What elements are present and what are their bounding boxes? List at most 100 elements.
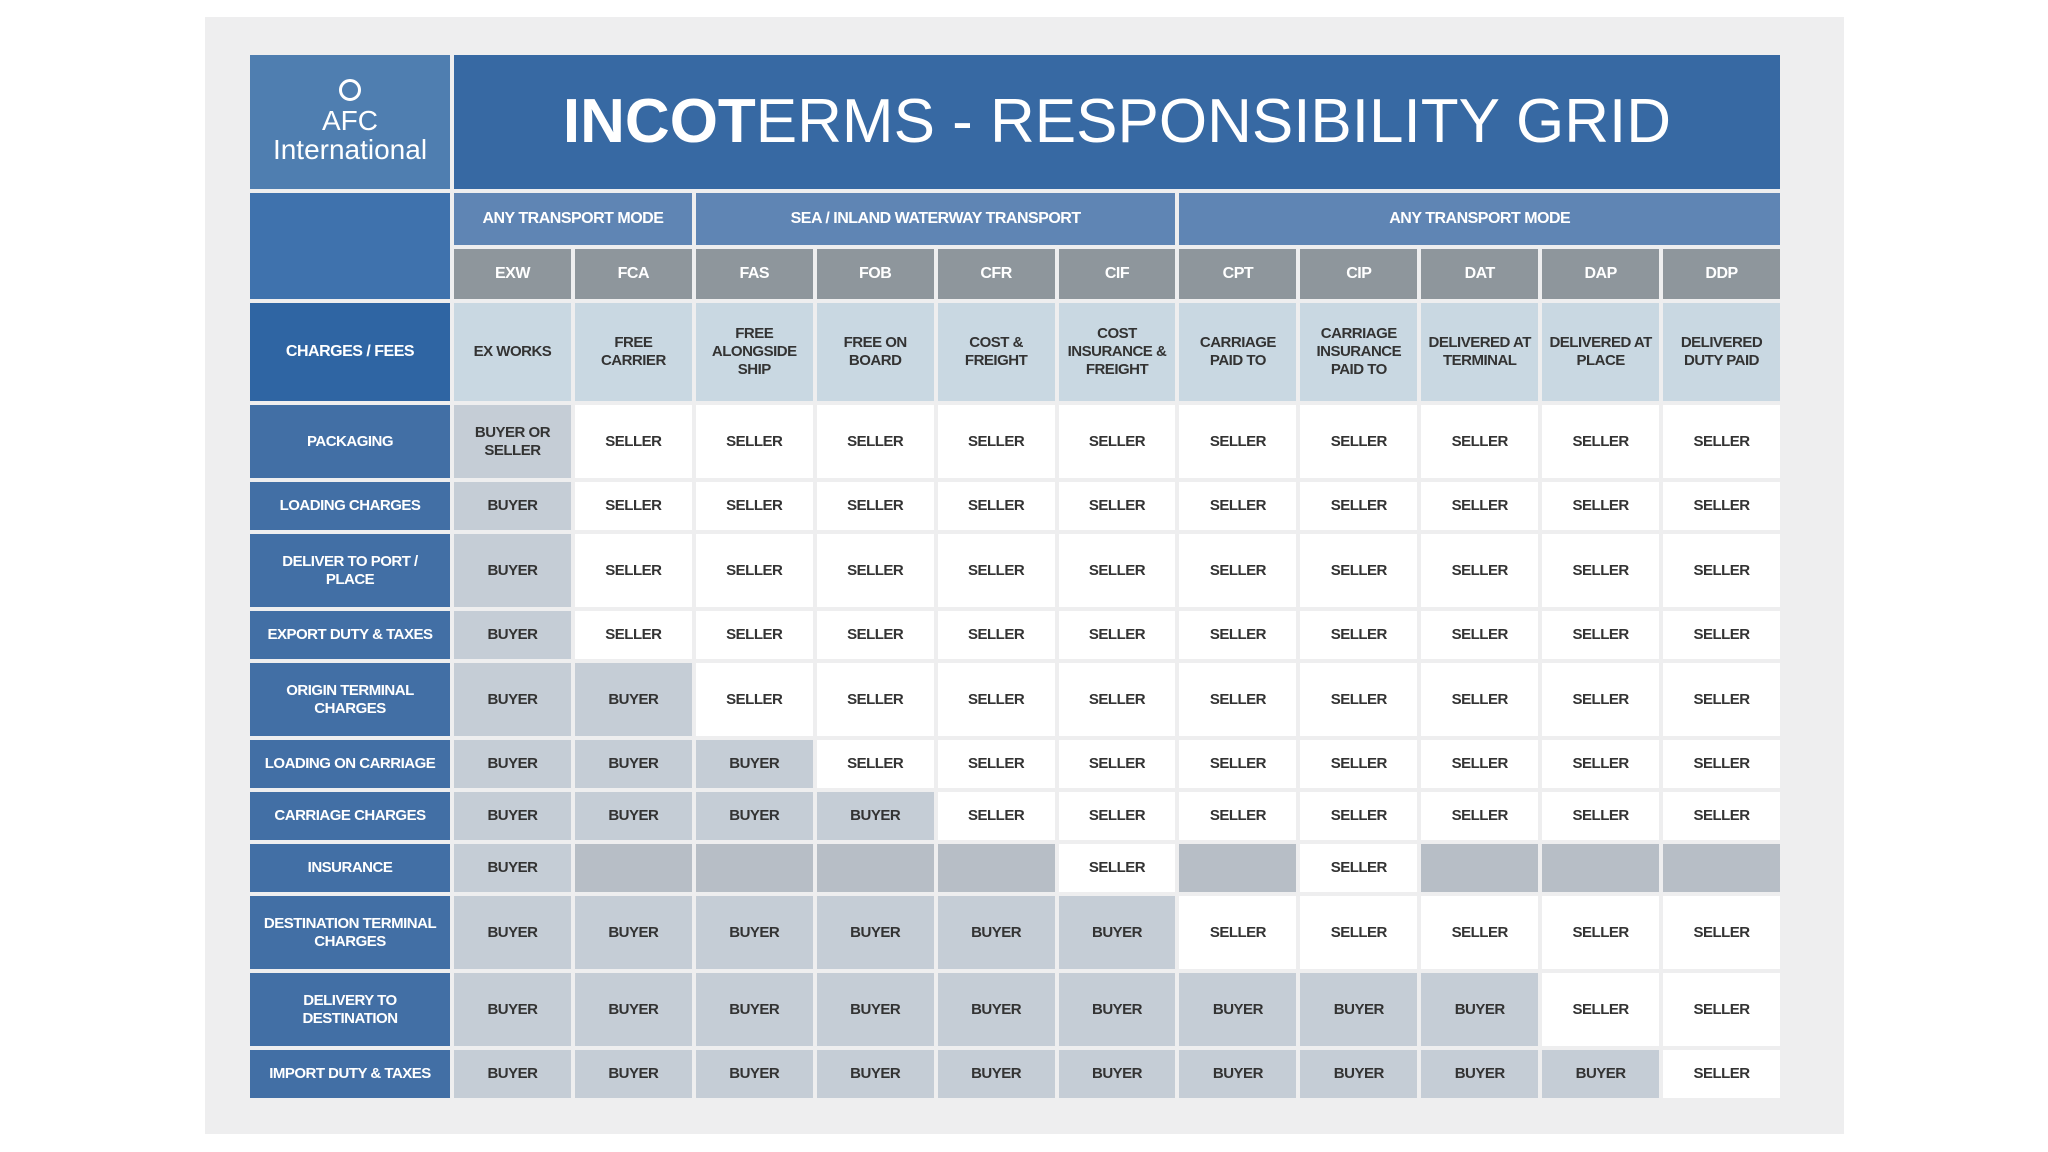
responsibility-cell: SELLER — [1058, 405, 1176, 478]
responsibility-cell: BUYER — [1542, 1050, 1660, 1098]
responsibility-cell: BUYER — [1179, 1050, 1297, 1098]
responsibility-cell: BUYER OR SELLER — [454, 405, 571, 478]
responsibility-cell: SELLER — [816, 405, 934, 478]
responsibility-cell — [1663, 844, 1780, 892]
incoterm-full-name: CARRIAGE PAID TO — [1179, 303, 1297, 401]
responsibility-cell: SELLER — [816, 534, 934, 607]
responsibility-cell: SELLER — [1300, 792, 1418, 840]
responsibility-cell: SELLER — [1663, 896, 1780, 969]
responsibility-cell — [1179, 844, 1297, 892]
responsibility-cell: SELLER — [1663, 792, 1780, 840]
row-label: CARRIAGE CHARGES — [250, 792, 450, 840]
row-label: IMPORT DUTY & TAXES — [250, 1050, 450, 1098]
responsibility-cell: BUYER — [816, 973, 934, 1046]
responsibility-cell: BUYER — [1058, 973, 1176, 1046]
responsibility-cell: SELLER — [1300, 663, 1418, 736]
responsibility-cell: SELLER — [1058, 844, 1176, 892]
responsibility-cell: SELLER — [1663, 1050, 1780, 1098]
responsibility-cell: BUYER — [937, 973, 1055, 1046]
responsibility-cell: SELLER — [937, 740, 1055, 788]
row-label: DELIVERY TO DESTINATION — [250, 973, 450, 1046]
transport-mode-header: ANY TRANSPORT MODE — [1179, 193, 1780, 245]
charges-fees-header: CHARGES / FEES — [250, 303, 450, 401]
incoterm-full-name: COST INSURANCE & FREIGHT — [1058, 303, 1176, 401]
incoterm-code: EXW — [454, 249, 571, 299]
incoterm-full-name: COST & FREIGHT — [937, 303, 1055, 401]
responsibility-cell: SELLER — [1542, 973, 1660, 1046]
incoterm-code: CIP — [1300, 249, 1418, 299]
incoterm-code: FOB — [816, 249, 934, 299]
responsibility-cell: SELLER — [1663, 740, 1780, 788]
responsibility-cell: SELLER — [1179, 740, 1297, 788]
responsibility-cell: SELLER — [937, 405, 1055, 478]
responsibility-cell: SELLER — [1058, 482, 1176, 530]
responsibility-cell: SELLER — [695, 611, 813, 659]
responsibility-cell: BUYER — [1421, 973, 1539, 1046]
responsibility-cell: SELLER — [816, 663, 934, 736]
responsibility-cell: SELLER — [816, 740, 934, 788]
responsibility-cell: BUYER — [454, 844, 571, 892]
responsibility-cell: SELLER — [1421, 663, 1539, 736]
responsibility-cell: BUYER — [454, 611, 571, 659]
incoterms-grid: AFC International INCOT ERMS - RESPONSIBI… — [250, 55, 1780, 1098]
responsibility-cell: BUYER — [1179, 973, 1297, 1046]
responsibility-cell: BUYER — [574, 663, 692, 736]
responsibility-cell: SELLER — [1179, 792, 1297, 840]
responsibility-cell: BUYER — [816, 792, 934, 840]
responsibility-cell: SELLER — [1058, 792, 1176, 840]
responsibility-cell: SELLER — [1542, 482, 1660, 530]
title-rest: ERMS - RESPONSIBILITY GRID — [755, 86, 1672, 156]
incoterm-full-name: FREE CARRIER — [574, 303, 692, 401]
responsibility-cell: SELLER — [1663, 482, 1780, 530]
responsibility-cell: BUYER — [695, 792, 813, 840]
responsibility-cell: BUYER — [695, 740, 813, 788]
responsibility-cell: BUYER — [454, 896, 571, 969]
responsibility-cell: SELLER — [695, 663, 813, 736]
responsibility-cell: BUYER — [574, 740, 692, 788]
responsibility-cell: SELLER — [1542, 896, 1660, 969]
responsibility-cell: BUYER — [574, 1050, 692, 1098]
responsibility-cell: SELLER — [1663, 405, 1780, 478]
responsibility-cell: BUYER — [695, 896, 813, 969]
responsibility-cell: SELLER — [1542, 534, 1660, 607]
responsibility-cell: SELLER — [1058, 611, 1176, 659]
responsibility-cell: SELLER — [1300, 534, 1418, 607]
incoterm-code: DAP — [1542, 249, 1660, 299]
responsibility-cell: SELLER — [1663, 534, 1780, 607]
row-label: DESTINATION TERMINAL CHARGES — [250, 896, 450, 969]
responsibility-cell: SELLER — [574, 534, 692, 607]
incoterm-full-name: EX WORKS — [454, 303, 571, 401]
responsibility-cell: BUYER — [816, 1050, 934, 1098]
incoterm-code: FCA — [574, 249, 692, 299]
incoterm-code: CIF — [1058, 249, 1176, 299]
responsibility-cell: SELLER — [1421, 482, 1539, 530]
header-corner-blank — [250, 193, 450, 299]
responsibility-cell: BUYER — [454, 1050, 571, 1098]
responsibility-cell: SELLER — [695, 405, 813, 478]
row-label: DELIVER TO PORT / PLACE — [250, 534, 450, 607]
responsibility-cell: BUYER — [937, 1050, 1055, 1098]
responsibility-cell: SELLER — [1058, 663, 1176, 736]
responsibility-cell: SELLER — [1300, 740, 1418, 788]
logo-ring-icon — [339, 79, 361, 102]
responsibility-cell: SELLER — [1663, 973, 1780, 1046]
responsibility-cell: SELLER — [1300, 844, 1418, 892]
row-label: ORIGIN TERMINAL CHARGES — [250, 663, 450, 736]
responsibility-cell: SELLER — [1421, 611, 1539, 659]
responsibility-cell: SELLER — [1179, 405, 1297, 478]
responsibility-cell: SELLER — [695, 482, 813, 530]
responsibility-cell: BUYER — [454, 482, 571, 530]
logo-line-2: International — [272, 134, 428, 166]
responsibility-cell: SELLER — [1058, 740, 1176, 788]
responsibility-cell: SELLER — [1542, 611, 1660, 659]
responsibility-cell: BUYER — [1058, 1050, 1176, 1098]
responsibility-cell: SELLER — [1300, 896, 1418, 969]
responsibility-cell: SELLER — [1663, 611, 1780, 659]
responsibility-cell: SELLER — [937, 534, 1055, 607]
responsibility-cell — [937, 844, 1055, 892]
page-title: INCOT ERMS - RESPONSIBILITY GRID — [454, 55, 1780, 189]
responsibility-cell: BUYER — [1421, 1050, 1539, 1098]
responsibility-cell: SELLER — [1542, 740, 1660, 788]
responsibility-cell: BUYER — [454, 973, 571, 1046]
responsibility-cell: SELLER — [1300, 482, 1418, 530]
